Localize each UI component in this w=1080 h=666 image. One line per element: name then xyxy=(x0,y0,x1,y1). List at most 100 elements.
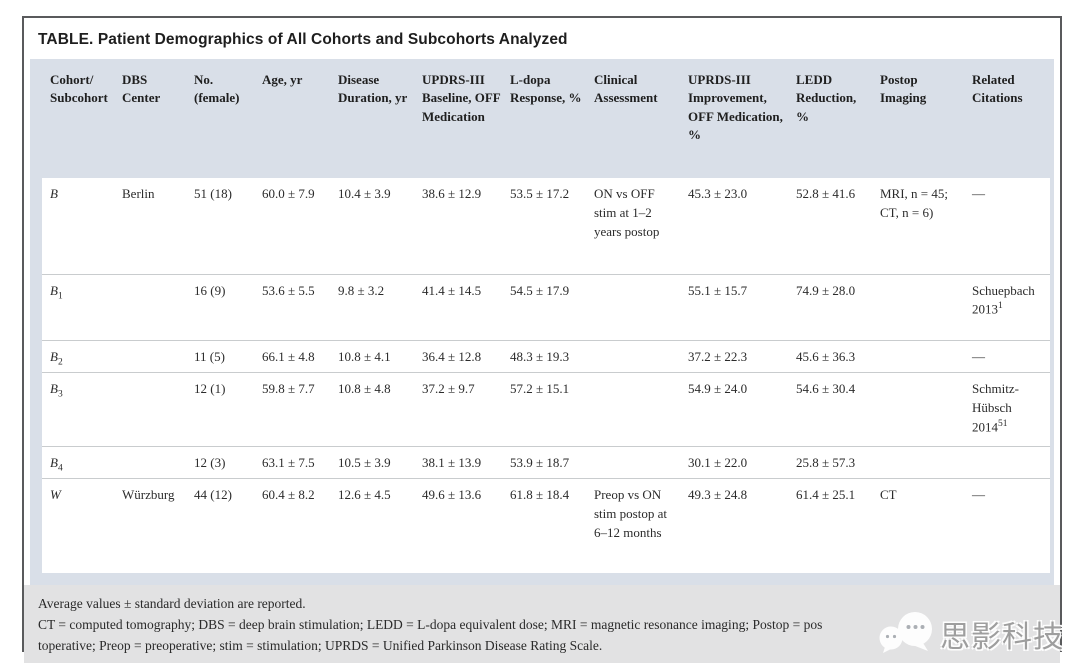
cell-ldopa-response: 61.8 ± 18.4 xyxy=(508,478,592,573)
table-row: B Berlin 51 (18) 60.0 ± 7.9 10.4 ± 3.9 38.6 ±… xyxy=(42,178,1050,274)
cell-dbs-center: Berlin xyxy=(122,186,155,201)
column-header-ledd: LEDD Reduction, % xyxy=(796,72,857,124)
cell-ledd-reduction: 61.4 ± 25.1 xyxy=(794,478,878,573)
cell-dbs-center xyxy=(120,339,192,373)
cell-cohort: B4 xyxy=(42,445,120,479)
table-row: W Würzburg 44 (12) 60.4 ± 8.2 12.6 ± 4.5 49.6… xyxy=(42,478,1050,573)
cell-disease-duration: 10.8 ± 4.1 xyxy=(336,339,420,373)
cell-related-citations: — xyxy=(970,339,1050,373)
cell-dbs-center xyxy=(120,445,192,479)
cell-ledd-reduction: 52.8 ± 41.6 xyxy=(796,186,856,201)
cell-uprds-improvement: 54.9 ± 24.0 xyxy=(686,371,794,447)
cell-related-citations: Schmitz-Hübsch 201451 xyxy=(970,371,1050,447)
cell-n-female: 44 (12) xyxy=(192,478,260,573)
cell-n-female: 12 (3) xyxy=(192,445,260,479)
cell-dbs-center xyxy=(120,371,192,447)
cell-disease-duration: 10.8 ± 4.8 xyxy=(336,371,420,447)
cell-related-citations: Schuepbach 20131 xyxy=(970,273,1050,340)
header-row: Cohort/ Subcohort DBS Center No. (female… xyxy=(42,59,1050,178)
cell-disease-duration: 9.8 ± 3.2 xyxy=(336,273,420,340)
cell-clinical-assessment: Preop vs ON stim postop at 6–12 months xyxy=(592,478,686,573)
cell-age: 59.8 ± 7.7 xyxy=(260,371,336,447)
column-header-imaging: Postop Imaging xyxy=(880,72,927,106)
footnote-line: toperative; Preop = preoperative; stim =… xyxy=(38,638,603,654)
table-body: B Berlin 51 (18) 60.0 ± 7.9 10.4 ± 3.9 38.6 ±… xyxy=(42,178,1050,573)
cell-updrs-baseline: 38.1 ± 13.9 xyxy=(420,445,508,479)
cell-ldopa-response: 54.5 ± 17.9 xyxy=(508,273,592,340)
cell-updrs-baseline: 49.6 ± 13.6 xyxy=(420,478,508,573)
cell-dbs-center: Würzburg xyxy=(120,478,192,573)
cell-n-female: 12 (1) xyxy=(192,371,260,447)
cell-uprds-improvement: 37.2 ± 22.3 xyxy=(686,339,794,373)
cell-related-citations xyxy=(970,445,1050,479)
cell-clinical-assessment xyxy=(592,371,686,447)
column-header-ldopa: L-dopa Response, % xyxy=(510,72,582,106)
cell-updrs-baseline: 37.2 ± 9.7 xyxy=(420,371,508,447)
table-row: B3 12 (1) 59.8 ± 7.7 10.8 ± 4.8 37.2 ± 9.7 57… xyxy=(42,371,1050,447)
cell-clinical-assessment: ON vs OFF stim at 1–2 years postop xyxy=(594,186,660,239)
cell-postop-imaging xyxy=(878,371,970,447)
column-header-cohort: Cohort/ Subcohort xyxy=(50,72,108,106)
table-footnotes: Average values ± standard deviation are … xyxy=(24,584,1060,663)
cell-cohort: B xyxy=(50,186,58,201)
cell-dbs-center xyxy=(120,273,192,340)
cell-clinical-assessment xyxy=(592,445,686,479)
table-panel: Cohort/ Subcohort DBS Center No. (female… xyxy=(30,59,1054,585)
cell-disease-duration: 10.4 ± 3.9 xyxy=(338,186,391,201)
table-figure-frame: TABLE. Patient Demographics of All Cohor… xyxy=(22,16,1062,663)
footnote-line: Average values ± standard deviation are … xyxy=(38,595,306,611)
cell-ldopa-response: 53.5 ± 17.2 xyxy=(510,186,570,201)
cell-related-citations: — xyxy=(972,186,985,201)
cell-updrs-baseline: 36.4 ± 12.8 xyxy=(420,339,508,373)
cell-cohort: B3 xyxy=(42,371,120,447)
table-row: B1 16 (9) 53.6 ± 5.5 9.8 ± 3.2 41.4 ± 14.5 54… xyxy=(42,273,1050,340)
cell-cohort: W xyxy=(42,478,120,573)
column-header-assessment: Clinical Assessment xyxy=(594,72,658,106)
cell-ldopa-response: 53.9 ± 18.7 xyxy=(508,445,592,479)
column-header-age: Age, yr xyxy=(262,72,303,87)
table-title: TABLE. Patient Demographics of All Cohor… xyxy=(24,18,1060,59)
cell-updrs-baseline: 41.4 ± 14.5 xyxy=(420,273,508,340)
cell-updrs-baseline: 38.6 ± 12.9 xyxy=(422,186,482,201)
column-header-n-female: No. (female) xyxy=(194,72,240,106)
column-header-updrs: UPDRS-III Baseline, OFF Medication xyxy=(422,72,501,124)
cell-age: 60.0 ± 7.9 xyxy=(262,186,315,201)
cell-cohort: B1 xyxy=(42,273,120,340)
cell-uprds-improvement: 45.3 ± 23.0 xyxy=(688,186,748,201)
footnote-line: CT = computed tomography; DBS = deep bra… xyxy=(38,617,823,633)
cell-n-female: 51 (18) xyxy=(194,186,232,201)
table-row: B2 11 (5) 66.1 ± 4.8 10.8 ± 4.1 36.4 ± 12.8 4… xyxy=(42,339,1050,373)
cell-ledd-reduction: 54.6 ± 30.4 xyxy=(794,371,878,447)
cell-age: 53.6 ± 5.5 xyxy=(260,273,336,340)
cell-disease-duration: 12.6 ± 4.5 xyxy=(336,478,420,573)
cell-uprds-improvement: 49.3 ± 24.8 xyxy=(686,478,794,573)
cell-ledd-reduction: 25.8 ± 57.3 xyxy=(794,445,878,479)
column-header-center: DBS Center xyxy=(122,72,161,106)
demographics-table: Cohort/ Subcohort DBS Center No. (female… xyxy=(42,59,1050,573)
cell-n-female: 11 (5) xyxy=(192,339,260,373)
cell-postop-imaging xyxy=(878,273,970,340)
cell-uprds-improvement: 55.1 ± 15.7 xyxy=(686,273,794,340)
cell-n-female: 16 (9) xyxy=(192,273,260,340)
cell-ldopa-response: 57.2 ± 15.1 xyxy=(508,371,592,447)
table-row: B4 12 (3) 63.1 ± 7.5 10.5 ± 3.9 38.1 ± 13.9 5… xyxy=(42,445,1050,479)
cell-age: 60.4 ± 8.2 xyxy=(260,478,336,573)
cell-age: 66.1 ± 4.8 xyxy=(260,339,336,373)
column-header-improvement: UPRDS-III Improvement, OFF Medication, % xyxy=(688,72,783,143)
cell-postop-imaging xyxy=(878,339,970,373)
cell-ledd-reduction: 74.9 ± 28.0 xyxy=(794,273,878,340)
cell-age: 63.1 ± 7.5 xyxy=(260,445,336,479)
cell-disease-duration: 10.5 ± 3.9 xyxy=(336,445,420,479)
table-header: Cohort/ Subcohort DBS Center No. (female… xyxy=(42,59,1050,178)
cell-postop-imaging xyxy=(878,445,970,479)
column-header-citations: Related Citations xyxy=(972,72,1023,106)
cell-clinical-assessment xyxy=(592,339,686,373)
column-header-duration: Disease Duration, yr xyxy=(338,72,408,106)
cell-postop-imaging: CT xyxy=(878,478,970,573)
cell-ldopa-response: 48.3 ± 19.3 xyxy=(508,339,592,373)
cell-uprds-improvement: 30.1 ± 22.0 xyxy=(686,445,794,479)
cell-clinical-assessment xyxy=(592,273,686,340)
cell-related-citations: — xyxy=(970,478,1050,573)
cell-cohort: B2 xyxy=(42,339,120,373)
